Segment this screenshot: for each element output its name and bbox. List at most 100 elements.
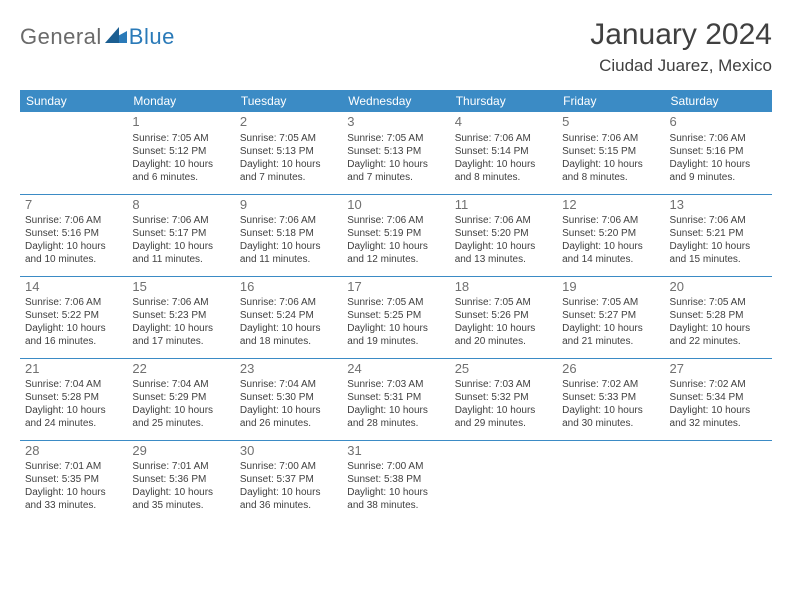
day-number: 2: [240, 114, 337, 131]
brand-part2: Blue: [129, 24, 175, 50]
day-number: 30: [240, 443, 337, 460]
sunset-line: Sunset: 5:34 PM: [670, 391, 767, 404]
weekday-header: Wednesday: [342, 90, 449, 112]
sunset-line: Sunset: 5:28 PM: [25, 391, 122, 404]
day-number: 15: [132, 279, 229, 296]
daylight-line: Daylight: 10 hours and 30 minutes.: [562, 404, 659, 430]
daylight-line: Daylight: 10 hours and 15 minutes.: [670, 240, 767, 266]
daylight-line: Daylight: 10 hours and 13 minutes.: [455, 240, 552, 266]
sunrise-line: Sunrise: 7:02 AM: [670, 378, 767, 391]
sunrise-line: Sunrise: 7:06 AM: [455, 132, 552, 145]
day-number: 9: [240, 197, 337, 214]
daylight-line: Daylight: 10 hours and 9 minutes.: [670, 158, 767, 184]
day-number: 25: [455, 361, 552, 378]
daylight-line: Daylight: 10 hours and 21 minutes.: [562, 322, 659, 348]
sunset-line: Sunset: 5:21 PM: [670, 227, 767, 240]
sunset-line: Sunset: 5:19 PM: [347, 227, 444, 240]
calendar-cell: 31Sunrise: 7:00 AMSunset: 5:38 PMDayligh…: [342, 440, 449, 522]
sunset-line: Sunset: 5:36 PM: [132, 473, 229, 486]
sunrise-line: Sunrise: 7:04 AM: [240, 378, 337, 391]
daylight-line: Daylight: 10 hours and 7 minutes.: [240, 158, 337, 184]
day-number: 12: [562, 197, 659, 214]
day-number: 29: [132, 443, 229, 460]
header: General Blue January 2024 Ciudad Juarez,…: [20, 18, 772, 76]
calendar-cell: 28Sunrise: 7:01 AMSunset: 5:35 PMDayligh…: [20, 440, 127, 522]
day-number: 13: [670, 197, 767, 214]
sunrise-line: Sunrise: 7:06 AM: [670, 214, 767, 227]
daylight-line: Daylight: 10 hours and 25 minutes.: [132, 404, 229, 430]
sunset-line: Sunset: 5:16 PM: [25, 227, 122, 240]
sunrise-line: Sunrise: 7:05 AM: [347, 296, 444, 309]
daylight-line: Daylight: 10 hours and 38 minutes.: [347, 486, 444, 512]
brand-part1: General: [20, 24, 102, 50]
day-number: 14: [25, 279, 122, 296]
sunrise-line: Sunrise: 7:06 AM: [670, 132, 767, 145]
calendar-cell: 2Sunrise: 7:05 AMSunset: 5:13 PMDaylight…: [235, 112, 342, 194]
sunset-line: Sunset: 5:20 PM: [455, 227, 552, 240]
daylight-line: Daylight: 10 hours and 22 minutes.: [670, 322, 767, 348]
calendar-cell: [20, 112, 127, 194]
sunset-line: Sunset: 5:29 PM: [132, 391, 229, 404]
day-number: 24: [347, 361, 444, 378]
sunset-line: Sunset: 5:32 PM: [455, 391, 552, 404]
day-number: 28: [25, 443, 122, 460]
sunset-line: Sunset: 5:24 PM: [240, 309, 337, 322]
brand-logo: General Blue: [20, 18, 175, 50]
daylight-line: Daylight: 10 hours and 6 minutes.: [132, 158, 229, 184]
daylight-line: Daylight: 10 hours and 7 minutes.: [347, 158, 444, 184]
day-number: 17: [347, 279, 444, 296]
sunrise-line: Sunrise: 7:05 AM: [132, 132, 229, 145]
calendar-cell: 29Sunrise: 7:01 AMSunset: 5:36 PMDayligh…: [127, 440, 234, 522]
calendar-cell: 19Sunrise: 7:05 AMSunset: 5:27 PMDayligh…: [557, 276, 664, 358]
sunset-line: Sunset: 5:22 PM: [25, 309, 122, 322]
sunrise-line: Sunrise: 7:06 AM: [347, 214, 444, 227]
sunset-line: Sunset: 5:31 PM: [347, 391, 444, 404]
sunrise-line: Sunrise: 7:03 AM: [455, 378, 552, 391]
daylight-line: Daylight: 10 hours and 26 minutes.: [240, 404, 337, 430]
sunrise-line: Sunrise: 7:05 AM: [562, 296, 659, 309]
sunrise-line: Sunrise: 7:01 AM: [25, 460, 122, 473]
calendar-cell: 13Sunrise: 7:06 AMSunset: 5:21 PMDayligh…: [665, 194, 772, 276]
weekday-header: Tuesday: [235, 90, 342, 112]
calendar-cell: 26Sunrise: 7:02 AMSunset: 5:33 PMDayligh…: [557, 358, 664, 440]
sunrise-line: Sunrise: 7:06 AM: [132, 214, 229, 227]
calendar-cell: 6Sunrise: 7:06 AMSunset: 5:16 PMDaylight…: [665, 112, 772, 194]
daylight-line: Daylight: 10 hours and 14 minutes.: [562, 240, 659, 266]
daylight-line: Daylight: 10 hours and 29 minutes.: [455, 404, 552, 430]
calendar-cell: [557, 440, 664, 522]
sunset-line: Sunset: 5:23 PM: [132, 309, 229, 322]
day-number: 8: [132, 197, 229, 214]
calendar-cell: 22Sunrise: 7:04 AMSunset: 5:29 PMDayligh…: [127, 358, 234, 440]
sunrise-line: Sunrise: 7:05 AM: [240, 132, 337, 145]
location: Ciudad Juarez, Mexico: [590, 56, 772, 76]
day-number: 6: [670, 114, 767, 131]
daylight-line: Daylight: 10 hours and 8 minutes.: [562, 158, 659, 184]
sunrise-line: Sunrise: 7:00 AM: [347, 460, 444, 473]
daylight-line: Daylight: 10 hours and 11 minutes.: [240, 240, 337, 266]
weekday-header: Monday: [127, 90, 234, 112]
day-number: 23: [240, 361, 337, 378]
sunset-line: Sunset: 5:38 PM: [347, 473, 444, 486]
day-number: 16: [240, 279, 337, 296]
daylight-line: Daylight: 10 hours and 16 minutes.: [25, 322, 122, 348]
month-title: January 2024: [590, 18, 772, 52]
sunrise-line: Sunrise: 7:01 AM: [132, 460, 229, 473]
sunrise-line: Sunrise: 7:06 AM: [240, 214, 337, 227]
day-number: 18: [455, 279, 552, 296]
calendar-cell: 17Sunrise: 7:05 AMSunset: 5:25 PMDayligh…: [342, 276, 449, 358]
weekday-header: Sunday: [20, 90, 127, 112]
sunset-line: Sunset: 5:16 PM: [670, 145, 767, 158]
weekday-header: Friday: [557, 90, 664, 112]
calendar-cell: 10Sunrise: 7:06 AMSunset: 5:19 PMDayligh…: [342, 194, 449, 276]
calendar-cell: 11Sunrise: 7:06 AMSunset: 5:20 PMDayligh…: [450, 194, 557, 276]
daylight-line: Daylight: 10 hours and 18 minutes.: [240, 322, 337, 348]
calendar-cell: 27Sunrise: 7:02 AMSunset: 5:34 PMDayligh…: [665, 358, 772, 440]
day-number: 10: [347, 197, 444, 214]
weekday-header: Saturday: [665, 90, 772, 112]
sunset-line: Sunset: 5:28 PM: [670, 309, 767, 322]
sunrise-line: Sunrise: 7:05 AM: [455, 296, 552, 309]
daylight-line: Daylight: 10 hours and 20 minutes.: [455, 322, 552, 348]
day-number: 7: [25, 197, 122, 214]
sunset-line: Sunset: 5:17 PM: [132, 227, 229, 240]
day-number: 3: [347, 114, 444, 131]
